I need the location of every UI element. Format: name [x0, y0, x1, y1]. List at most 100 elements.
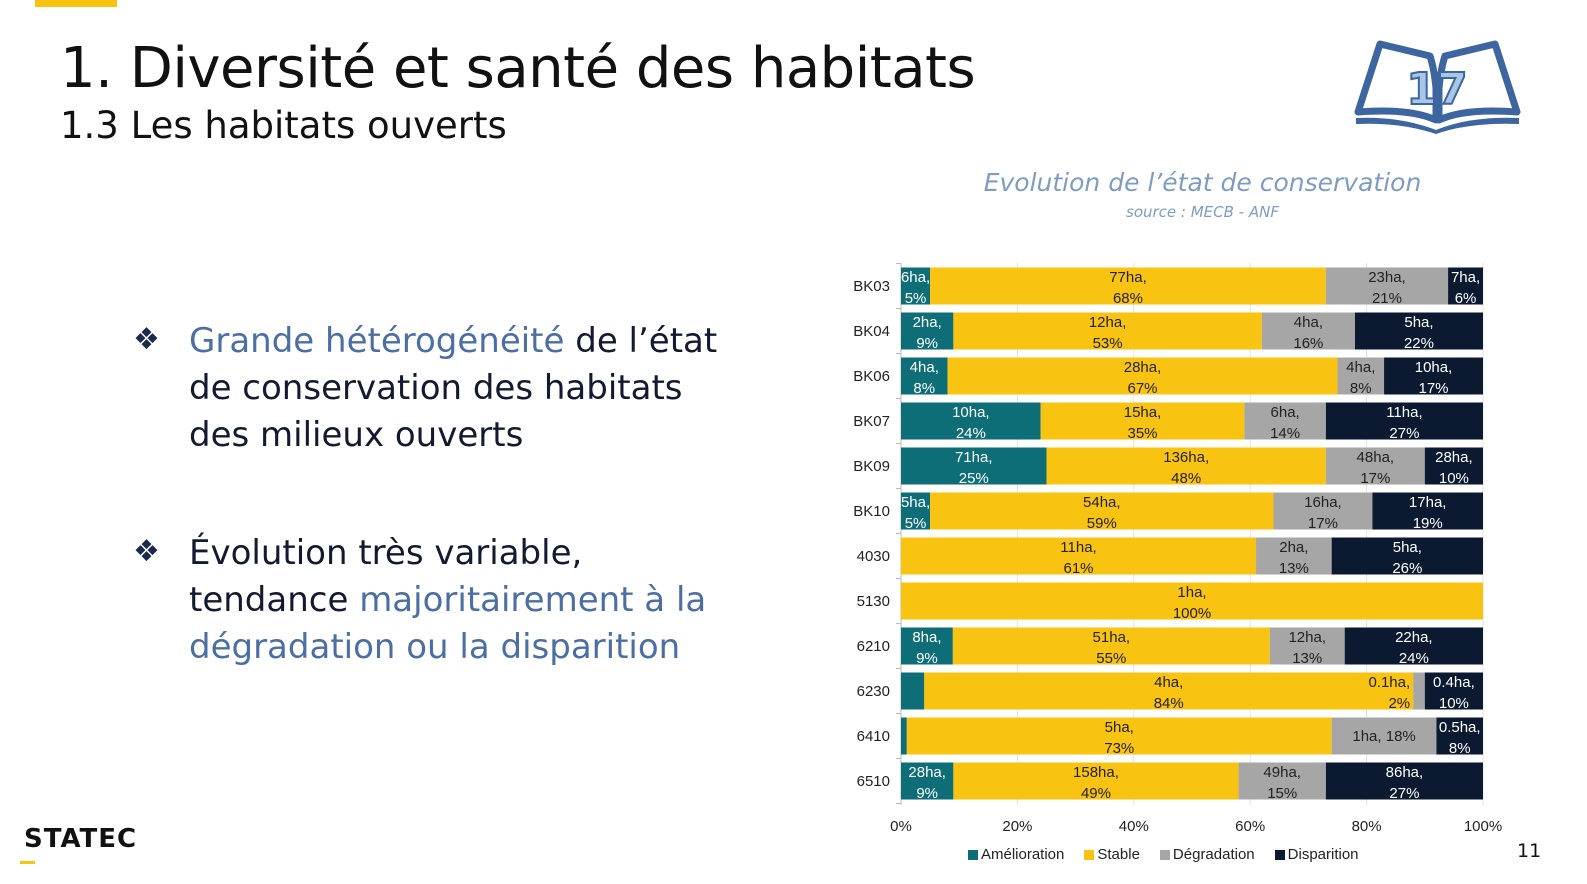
bar-segment-amélioration: [901, 447, 1047, 485]
legend-label: Disparition: [1287, 846, 1359, 863]
bar-segment-stable: [901, 537, 1257, 575]
chart-source: source : MECB - ANF: [1126, 203, 1279, 221]
bar-segment-disparition: [1372, 492, 1483, 530]
data-label: 48ha, 17%: [1357, 449, 1395, 487]
data-label: 2ha, 13%: [1279, 539, 1309, 577]
data-label: 6ha, 5%: [901, 269, 930, 307]
bar-segment-stable: [906, 717, 1332, 755]
category-label: 5130: [857, 593, 890, 610]
data-label: 49ha, 15%: [1263, 764, 1301, 802]
legend-label: Amélioration: [981, 846, 1065, 863]
category-label: BK09: [853, 458, 890, 475]
data-label: 28ha, 67%: [1124, 359, 1162, 397]
data-label: 28ha, 10%: [1435, 449, 1473, 487]
data-label: 51ha, 55%: [1093, 629, 1131, 667]
data-label: 0.5ha, 8%: [1439, 719, 1481, 757]
bar-segment-dégradation: [1256, 537, 1332, 575]
bar-segment-dégradation: [1273, 492, 1373, 530]
data-label: 8ha, 9%: [912, 629, 941, 667]
chart-legend: Amélioration Stable Dégradation Disparition: [968, 846, 1359, 863]
data-label: 11ha, 61%: [1060, 539, 1096, 577]
bar-segment-stable: [953, 762, 1239, 800]
data-label: 11ha, 27%: [1386, 404, 1422, 442]
bar-segment-stable: [953, 312, 1262, 350]
bar-segment-stable: [1040, 402, 1245, 440]
legend-item: Amélioration: [968, 846, 1064, 863]
bar-segment-dégradation: [1413, 672, 1425, 710]
bar-segment-amélioration: [901, 492, 931, 530]
accent-bar: [35, 0, 117, 7]
bar-segment-amélioration: [901, 762, 954, 800]
data-label: 4ha, 8%: [910, 359, 939, 397]
data-label: 17ha, 19%: [1409, 494, 1447, 532]
data-label: 0.4ha, 10%: [1433, 674, 1475, 712]
data-label: 22ha, 24%: [1395, 629, 1433, 667]
statec-logo-accent: [20, 861, 35, 864]
data-label: 6ha, 14%: [1270, 404, 1300, 442]
statec-logo: STATEC: [24, 824, 138, 854]
data-label: 4ha, 84%: [1154, 674, 1184, 712]
bar-segment-amélioration: [901, 312, 954, 350]
data-label: 4ha, 16%: [1293, 314, 1323, 352]
x-tick-label: 20%: [1002, 818, 1032, 835]
bar-segment-stable: [1046, 447, 1326, 485]
legend-swatch: [1274, 849, 1285, 860]
bar-segment-stable: [930, 492, 1274, 530]
data-label: 77ha, 68%: [1109, 269, 1147, 307]
data-label: 5ha, 73%: [1104, 719, 1134, 757]
data-label: 16ha, 17%: [1304, 494, 1342, 532]
bar-segment-disparition: [1424, 672, 1483, 710]
x-tick-label: 40%: [1119, 818, 1149, 835]
data-label: 12ha, 53%: [1089, 314, 1127, 352]
bar-segment-stable: [924, 672, 1414, 710]
diamond-bullet-icon: ❖: [133, 534, 160, 569]
bar-segment-stable: [947, 357, 1338, 395]
legend-swatch: [1084, 849, 1095, 860]
data-label: 4ha, 8%: [1346, 359, 1375, 397]
data-label: 136ha, 48%: [1163, 449, 1209, 487]
x-tick-label: 80%: [1352, 818, 1382, 835]
data-label: 12ha, 13%: [1288, 629, 1326, 667]
legend-item: Stable: [1084, 846, 1140, 863]
page-number: 11: [1517, 840, 1542, 862]
bar-segment-disparition: [1436, 717, 1483, 755]
bar-segment-dégradation: [1325, 447, 1425, 485]
bar-segment-dégradation: [1238, 762, 1326, 800]
bar-segment-dégradation: [1261, 312, 1355, 350]
data-label: 5ha, 5%: [901, 494, 930, 532]
stacked-bar-chart: 0% 20% 40% 60% 80% 100% BK03 6ha, 5% 77ha, 68% 23ha…: [853, 263, 1502, 835]
legend-label: Stable: [1097, 846, 1140, 863]
bar-segment-stable: [930, 267, 1326, 305]
bar-segment-amélioration: [901, 267, 931, 305]
bar-segment-dégradation: [1325, 267, 1449, 305]
category-label: BK03: [853, 278, 890, 295]
bullet-item: ❖ Évolution très variable, tendance majo…: [133, 530, 749, 671]
bar-segment-disparition: [1325, 402, 1483, 440]
data-label: 10ha, 24%: [952, 404, 990, 442]
bar-segment-amélioration: [901, 357, 948, 395]
bar-segment-disparition: [1424, 447, 1483, 485]
bar-segment-stable: [901, 582, 1483, 620]
bullet-text: Évolution très variable, tendance majori…: [189, 533, 707, 667]
data-label: 15ha, 35%: [1124, 404, 1162, 442]
bar-segment-stable: [952, 627, 1270, 665]
category-label: 6510: [857, 773, 890, 790]
data-label: 158ha, 49%: [1073, 764, 1119, 802]
category-label: 6410: [857, 728, 890, 745]
data-label: 10ha, 17%: [1415, 359, 1453, 397]
legend-swatch: [968, 849, 978, 860]
bullet-text: Grande hétérogénéité de l’état de conser…: [189, 321, 718, 455]
data-label: 23ha, 21%: [1368, 269, 1406, 307]
category-label: BK10: [853, 503, 890, 520]
bar-segment-disparition: [1325, 762, 1483, 800]
data-label: 5ha, 26%: [1392, 539, 1422, 577]
category-label: 4030: [857, 548, 890, 565]
data-label: 0.1ha, 2%: [1368, 674, 1410, 712]
x-tick-label: 60%: [1235, 818, 1265, 835]
bar-segment-amélioration: [901, 627, 953, 665]
bar-segment-disparition: [1384, 357, 1483, 395]
bar-segment-disparition: [1344, 627, 1483, 665]
bar-segment-disparition: [1354, 312, 1483, 350]
x-tick-label: 0%: [890, 818, 912, 835]
bar-segment-dégradation: [1331, 717, 1437, 755]
